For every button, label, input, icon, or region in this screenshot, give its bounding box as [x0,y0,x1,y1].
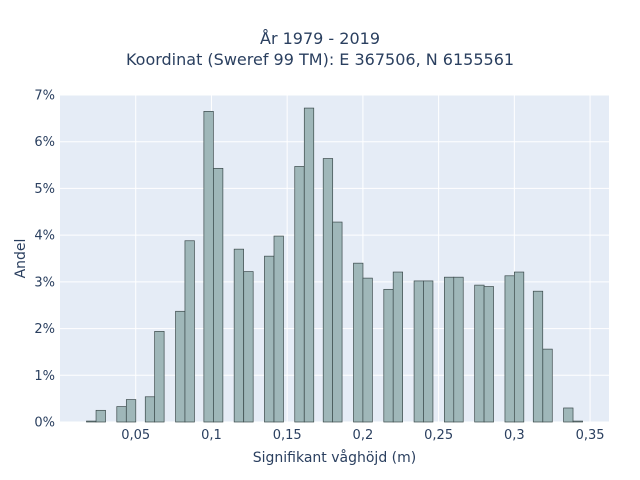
histogram-bar [233,248,244,423]
histogram-bar [95,409,106,423]
histogram-bar [453,276,464,423]
x-tick-label: 0,15 [273,428,302,443]
histogram-bar [322,158,334,423]
y-tick-label: 7% [34,89,55,104]
histogram-bar [413,280,424,423]
y-tick-label: 1% [34,369,55,384]
histogram-bar [125,399,137,423]
histogram-bar [116,406,127,423]
histogram-bar [513,271,525,423]
x-axis-title: Signifikant våghöjd (m) [253,449,416,466]
x-tick-label: 0,2 [353,428,374,443]
x-tick-label: 0,25 [424,428,453,443]
y-tick-label: 3% [34,275,55,290]
histogram-bar [444,276,455,423]
y-axis-ticks: 0% 1% 2% 3% 4% 5% 6% 7% [34,89,55,431]
histogram-bar [294,166,305,423]
x-axis-ticks: 0,05 0,1 0,15 0,2 0,25 0,3 0,35 [121,428,604,443]
histogram-bar [175,310,186,423]
histogram-bar [144,396,156,423]
histogram-bar [483,286,494,423]
histogram-bar [154,331,165,423]
histogram-bar [504,275,515,423]
x-tick-label: 0,05 [121,428,150,443]
histogram-bar [332,221,343,423]
histogram-bar [392,271,404,423]
histogram-bar [563,407,574,423]
histogram-bar [572,420,583,423]
histogram-bar [203,110,214,423]
histogram-bar [532,290,544,423]
y-tick-label: 5% [34,182,55,197]
histogram-bar [542,348,553,423]
histogram-bar [362,277,373,423]
bars-group [86,107,583,423]
x-tick-label: 0,35 [576,428,605,443]
histogram-bar [273,235,284,423]
histogram-bar [86,420,97,423]
y-axis-title: Andel [13,239,29,279]
histogram-bar [213,167,224,423]
chart-title-line-1: År 1979 - 2019 [260,29,380,48]
x-tick-label: 0,1 [201,428,222,443]
histogram-bar [474,284,485,423]
histogram-bar [264,255,275,423]
x-tick-label: 0,3 [504,428,525,443]
histogram-bar [243,271,254,423]
y-tick-label: 0% [34,416,55,431]
histogram-bar [184,240,195,423]
histogram-bar [303,107,315,423]
histogram-bar [353,262,364,423]
histogram-bar [423,280,434,423]
histogram-bar [383,288,394,423]
y-tick-label: 6% [34,135,55,150]
y-tick-label: 2% [34,322,55,337]
y-tick-label: 4% [34,229,55,244]
chart-title-line-2: Koordinat (Sweref 99 TM): E 367506, N 61… [125,50,515,69]
